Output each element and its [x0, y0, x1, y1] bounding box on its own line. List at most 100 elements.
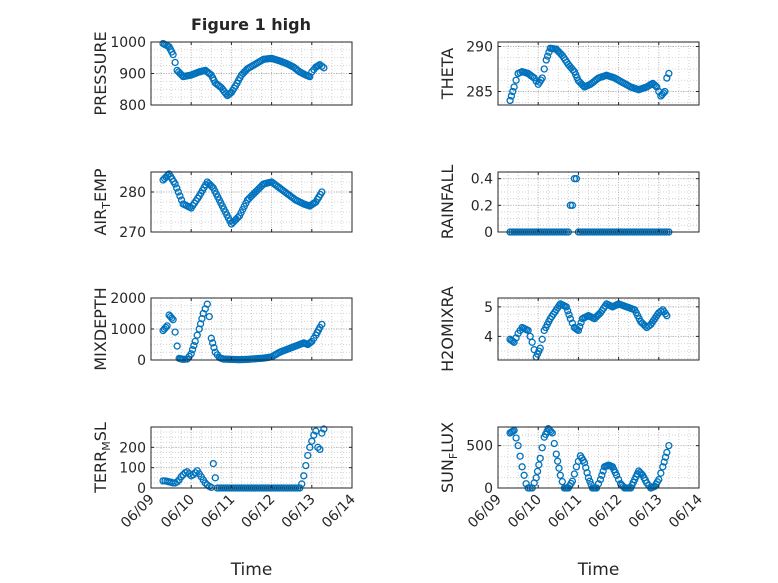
data-point [187, 350, 195, 358]
data-point [566, 315, 575, 323]
ticks [497, 298, 700, 360]
data-point [665, 441, 673, 450]
figure-title: Figure 1 high [191, 15, 311, 34]
y-axis-label-subscript: M [100, 441, 113, 451]
y-tick-label: 4 [484, 329, 493, 345]
data-point [572, 175, 581, 183]
data-series [506, 44, 673, 105]
data-point [191, 469, 199, 477]
y-tick-label: 1000 [110, 35, 146, 51]
data-point [191, 337, 199, 346]
data-point [553, 457, 562, 465]
data-point [552, 450, 560, 458]
data-point [176, 192, 184, 200]
data-point [568, 201, 577, 209]
data-point [538, 74, 546, 82]
data-point [162, 323, 170, 332]
y-tick-label: 800 [119, 98, 146, 114]
data-point [171, 180, 179, 188]
ticks [497, 42, 700, 105]
data-point [547, 427, 555, 436]
data-point [612, 471, 621, 479]
y-tick-label: 0 [484, 481, 493, 497]
y-axis-label-subscript: T [100, 202, 113, 210]
data-point [173, 478, 181, 486]
data-point [512, 76, 520, 84]
axes-box [150, 171, 353, 233]
y-tick-label: 500 [466, 439, 493, 455]
data-point [318, 188, 326, 196]
data-point [659, 463, 667, 471]
data-point [211, 474, 219, 482]
y-tick-label: 0.2 [471, 198, 493, 214]
data-point [665, 69, 673, 78]
data-point [568, 477, 577, 485]
y-axis-label-part: SL [91, 422, 110, 441]
data-point [320, 425, 328, 433]
data-point [535, 461, 543, 469]
data-point [168, 314, 176, 322]
data-point [564, 307, 572, 315]
data-point [510, 338, 518, 346]
data-series [159, 425, 328, 492]
data-point [518, 463, 526, 471]
data-point [510, 83, 518, 91]
y-axis-label: THETA [438, 48, 457, 100]
y-axis-label-part: TERR [91, 451, 110, 494]
y-axis-label-subscript: F [447, 453, 460, 459]
data-point [310, 431, 318, 439]
data-point [514, 441, 522, 450]
subplot-4: 0 0.2 0.4 RAINFALL [438, 165, 700, 241]
data-point [570, 470, 579, 478]
axes-box [497, 171, 700, 233]
y-tick-label: 5 [484, 300, 493, 316]
y-tick-label: 100 [119, 461, 146, 477]
y-axis-label: H2OMIXRA [438, 286, 457, 372]
y-axis-label: AIRTEMP [91, 168, 113, 235]
axes-box [150, 426, 353, 489]
data-series [159, 170, 326, 228]
data-point [657, 469, 665, 477]
data-point [550, 439, 558, 448]
data-point [655, 475, 663, 484]
data-point [298, 480, 306, 488]
data-point [596, 475, 605, 484]
data-point [555, 464, 563, 472]
y-axis-label: MIXDEPTH [91, 287, 110, 370]
data-point [318, 62, 326, 70]
data-point [536, 344, 544, 352]
data-point [562, 303, 570, 311]
data-point [540, 65, 548, 73]
x-axis-label: Time [577, 560, 620, 580]
y-tick-label: 2000 [110, 291, 146, 307]
data-point [516, 452, 524, 460]
y-tick-label: 1000 [110, 322, 146, 338]
data-point [316, 445, 324, 454]
y-axis-label-part: EMP [91, 168, 110, 202]
data-point [302, 461, 310, 470]
data-point [318, 320, 326, 329]
data-point [512, 334, 520, 342]
data-point [532, 474, 540, 482]
y-tick-label: 200 [119, 440, 146, 456]
data-point [174, 188, 182, 196]
y-tick-label: 900 [119, 67, 146, 83]
grid-minor [498, 171, 699, 233]
ticks [150, 41, 353, 106]
ticks [150, 427, 353, 489]
data-point [614, 475, 623, 484]
data-point [584, 474, 593, 482]
y-tick-label: 0 [484, 225, 493, 241]
data-point [661, 87, 669, 96]
data-series [159, 39, 328, 100]
data-point [598, 471, 606, 479]
y-axis-label-part: LUX [438, 422, 457, 453]
axes-box [497, 426, 700, 489]
data-point [308, 437, 316, 445]
data-point [568, 319, 577, 327]
data-point [543, 52, 552, 60]
ticks [150, 172, 353, 233]
data-point [512, 434, 520, 442]
